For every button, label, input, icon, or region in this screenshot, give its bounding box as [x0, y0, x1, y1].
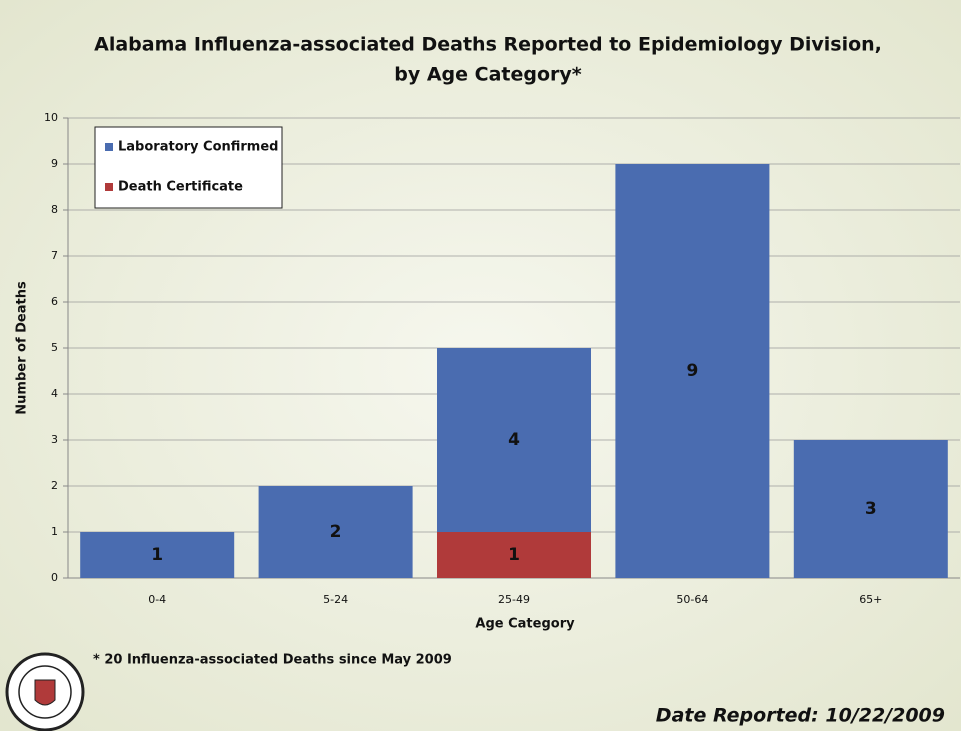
y-tick-label: 6 [51, 295, 58, 308]
x-tick-label: 65+ [859, 593, 882, 606]
bar-segment [258, 486, 413, 578]
y-tick-label: 9 [51, 157, 58, 170]
x-tick-label: 50-64 [676, 593, 708, 606]
y-tick-label: 10 [44, 111, 58, 124]
x-axis-label: Age Category [475, 617, 575, 632]
data-label: 3 [865, 499, 877, 519]
bar-segment [437, 532, 591, 578]
y-tick-label: 8 [51, 203, 58, 216]
data-label: 2 [330, 522, 342, 542]
legend-label: Death Certificate [118, 180, 243, 195]
y-tick-label: 2 [51, 479, 58, 492]
y-tick-label: 3 [51, 433, 58, 446]
footnote: * 20 Influenza-associated Deaths since M… [93, 653, 452, 668]
y-tick-label: 5 [51, 341, 58, 354]
seal-logo [5, 652, 85, 731]
x-tick-label: 5-24 [323, 593, 348, 606]
y-tick-label: 0 [51, 571, 58, 584]
data-label: 1 [508, 545, 520, 565]
y-axis-label: Number of Deaths [15, 281, 30, 415]
legend-label: Laboratory Confirmed [118, 140, 278, 155]
bar-segment [615, 164, 770, 578]
data-label: 1 [151, 545, 163, 565]
x-tick-label: 25-49 [498, 593, 530, 606]
date-reported: Date Reported: 10/22/2009 [656, 705, 945, 727]
bar-segment [80, 532, 235, 578]
legend-swatch [105, 183, 113, 191]
data-label: 4 [508, 430, 520, 450]
legend-swatch [105, 143, 113, 151]
x-tick-label: 0-4 [148, 593, 166, 606]
chart-subtitle: by Age Category* [394, 64, 582, 86]
legend-box [94, 126, 283, 209]
chart-title: Alabama Influenza-associated Deaths Repo… [94, 34, 882, 56]
y-tick-label: 4 [51, 387, 58, 400]
bar-segment [437, 348, 591, 532]
data-label: 9 [686, 361, 698, 381]
y-tick-label: 1 [51, 525, 58, 538]
y-tick-label: 7 [51, 249, 58, 262]
bar-segment [793, 440, 948, 578]
